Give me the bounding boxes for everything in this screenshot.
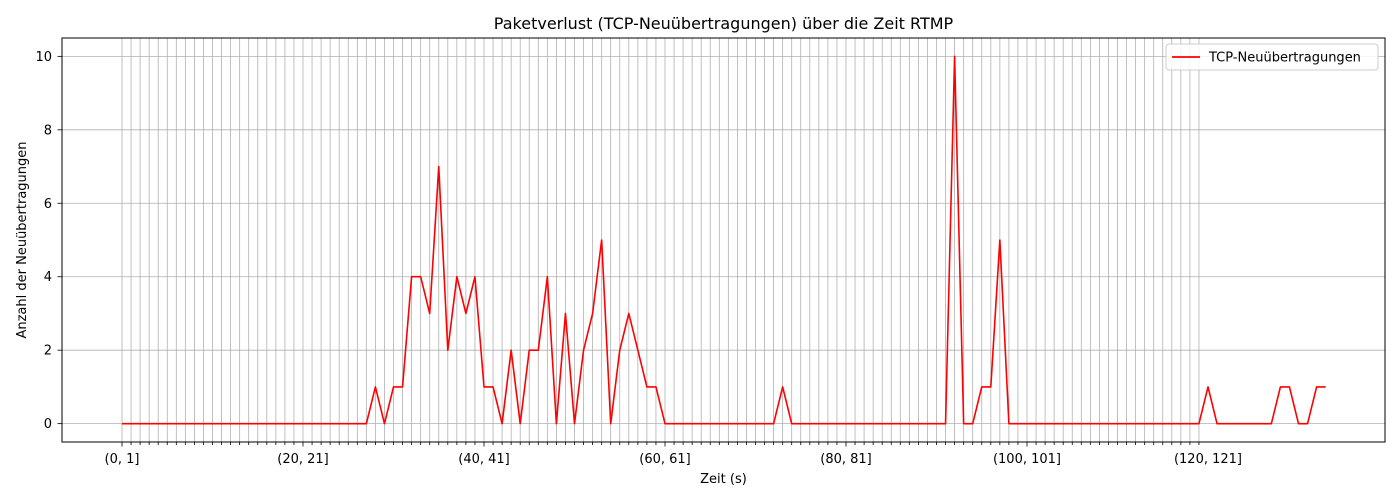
x-tick-label: (0, 1] <box>105 452 140 467</box>
x-tick-label: (80, 81] <box>820 452 872 467</box>
x-axis-ticks: (0, 1] (20, 21] (40, 41] (60, 61] (80, 81] (1… <box>105 442 1242 467</box>
legend-label: TCP-Neuübertragungen <box>1208 51 1361 66</box>
legend: TCP-Neuübertragungen <box>1165 43 1379 71</box>
chart-title: Paketverlust (TCP-Neuübertragungen) über… <box>494 14 954 33</box>
x-tick-label: (120, 121] <box>1174 452 1242 467</box>
y-tick-label: 2 <box>44 344 52 359</box>
y-tick-label: 8 <box>44 123 52 138</box>
y-tick-label: 0 <box>44 417 52 432</box>
x-tick-label: (60, 61] <box>639 452 691 467</box>
x-axis-label: Zeit (s) <box>700 472 747 487</box>
y-tick-label: 10 <box>35 50 52 65</box>
y-axis-label: Anzahl der Neuübertragungen <box>15 141 30 338</box>
x-tick-label: (100, 101] <box>993 452 1061 467</box>
plot-area-frame <box>61 37 1386 443</box>
x-gridlines <box>121 38 1200 442</box>
legend-box <box>1165 43 1379 71</box>
x-tick-label: (40, 41] <box>458 452 510 467</box>
y-tick-label: 4 <box>44 270 52 285</box>
y-axis-ticks: 0 2 4 6 8 10 <box>35 50 62 432</box>
series-line-tcp-retransmissions <box>122 55 1326 425</box>
x-tick-label: (20, 21] <box>277 452 329 467</box>
y-tick-label: 6 <box>44 197 52 212</box>
